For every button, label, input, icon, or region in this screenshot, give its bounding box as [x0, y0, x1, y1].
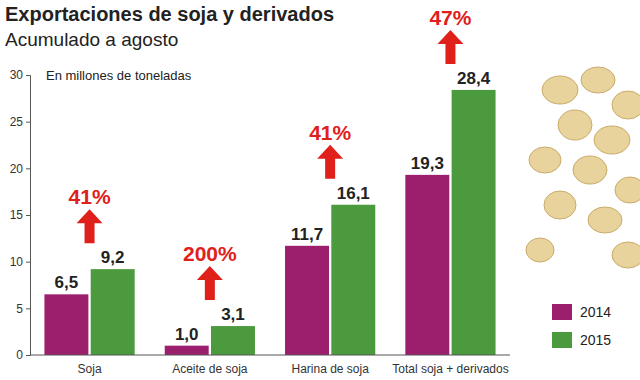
axis-line — [30, 355, 510, 356]
soybean — [594, 126, 630, 154]
annotation: 41% — [309, 121, 351, 144]
bar — [405, 175, 449, 355]
soybean — [581, 67, 615, 93]
bar — [285, 246, 329, 355]
soybean — [529, 147, 561, 173]
tick-label: Total soja + derivados — [392, 362, 508, 376]
bar — [452, 90, 496, 355]
data-label: 6,5 — [55, 273, 79, 292]
tick: Aceite de soja — [172, 355, 248, 376]
bar — [165, 346, 209, 355]
tick-label: 15 — [10, 208, 24, 222]
annotation: 47% — [429, 6, 471, 29]
soybean — [542, 76, 578, 104]
title: Exportaciones de soja y derivados — [5, 3, 334, 25]
annotations: 41% 200% 41% 47% — [69, 6, 472, 300]
legend-swatch — [552, 304, 572, 320]
arrow — [197, 266, 223, 300]
bar — [331, 205, 375, 355]
data-label: 3,1 — [221, 305, 245, 324]
legend-label: 2014 — [580, 304, 611, 320]
tick-mark — [26, 215, 30, 216]
legend-swatch — [552, 332, 572, 348]
tick-mark — [26, 355, 30, 356]
data-label: 28,4 — [457, 69, 491, 88]
tick-label: Soja — [78, 362, 102, 376]
tick-label: 0 — [16, 348, 23, 362]
tick-label: Aceite de soja — [172, 362, 248, 376]
soybean — [573, 156, 607, 184]
subtitle: Acumulado a agosto — [5, 29, 178, 50]
axis-title: En millones de toneladas — [46, 68, 192, 83]
bar — [44, 294, 88, 355]
tick: Total soja + derivados — [392, 355, 508, 376]
data-label: 19,3 — [411, 154, 444, 173]
arrow — [317, 145, 343, 179]
annotation: 200% — [183, 242, 237, 265]
soybean — [526, 238, 554, 262]
tick: Harina de soja — [291, 355, 369, 376]
tick-mark — [26, 308, 30, 309]
data-labels: 6,5 1,0 11,7 19,3 9,2 3,1 16,1 28,4 — [55, 69, 491, 344]
tick: 15 — [10, 208, 30, 222]
tick: 30 — [10, 68, 30, 82]
tick-label: 10 — [10, 255, 24, 269]
decoration — [526, 67, 640, 268]
tick-label: Harina de soja — [291, 362, 369, 376]
soybean — [612, 242, 640, 268]
annotation: 41% — [69, 185, 111, 208]
legend-label: 2015 — [580, 332, 611, 348]
tick: 10 — [10, 255, 30, 269]
data-label: 16,1 — [337, 184, 370, 203]
bar — [91, 269, 135, 355]
soybean — [558, 110, 592, 140]
data-label: 1,0 — [175, 325, 199, 344]
tick: 5 — [16, 302, 30, 316]
legend: 2014 2015 — [552, 304, 611, 348]
tick-mark — [26, 168, 30, 169]
tick-mark — [26, 75, 30, 76]
data-label: 9,2 — [101, 248, 125, 267]
bar — [211, 326, 255, 355]
tick: Soja — [78, 355, 102, 376]
tick: 25 — [10, 115, 30, 129]
soybean — [588, 207, 622, 233]
tick: 0 — [16, 348, 30, 362]
tick-label: 25 — [10, 115, 24, 129]
soybean — [544, 191, 576, 219]
tick-mark — [26, 262, 30, 263]
tick-label: 30 — [10, 68, 24, 82]
tick: 20 — [10, 162, 30, 176]
soybean — [615, 177, 640, 203]
arrow — [437, 30, 463, 64]
chart: Exportaciones de soja y derivados Acumula… — [0, 0, 640, 380]
y-axis: 0 5 10 15 20 25 30 — [10, 68, 31, 362]
bars — [44, 90, 495, 355]
tick-mark — [26, 122, 30, 123]
tick-label: 20 — [10, 162, 24, 176]
axis-line — [26, 76, 31, 356]
data-label: 11,7 — [291, 225, 323, 244]
arrow — [77, 209, 103, 243]
x-axis: Soja Aceite de soja Harina de soja Total so… — [30, 355, 510, 376]
tick-label: 5 — [16, 302, 23, 316]
soybean — [612, 91, 640, 119]
